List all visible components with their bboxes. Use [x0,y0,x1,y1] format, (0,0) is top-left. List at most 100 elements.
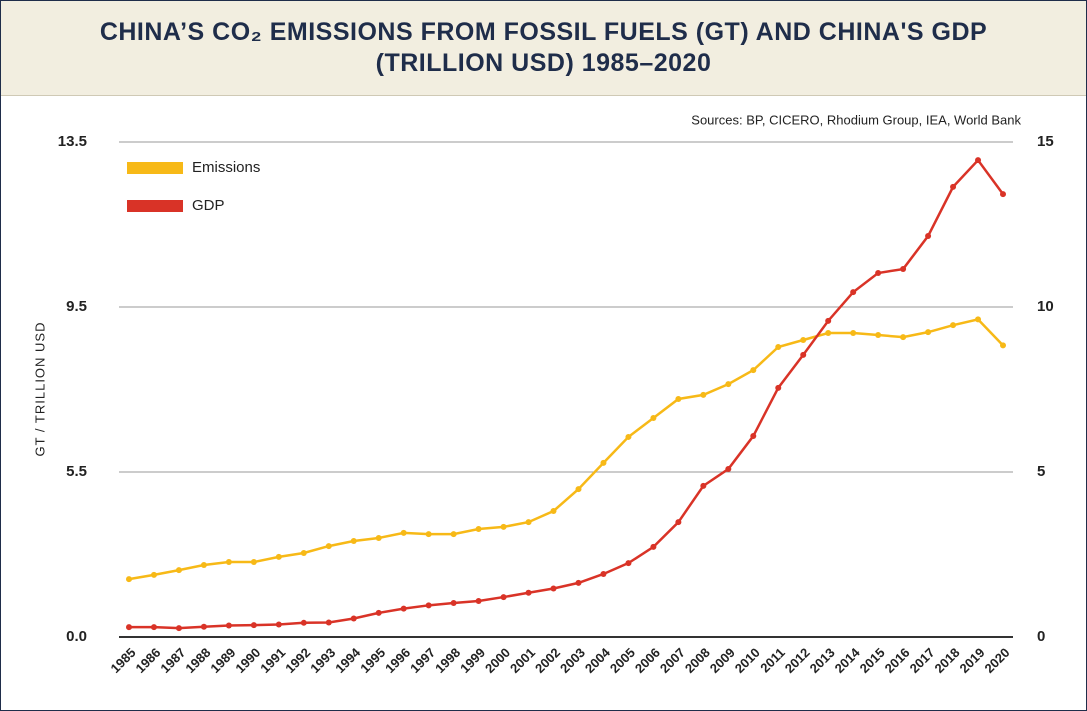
x-tick-label: 2000 [482,645,513,676]
point [725,466,732,473]
y-tick-label: 9.5 [66,298,87,315]
point [425,531,432,538]
x-tick-label: 1994 [332,644,364,676]
point [475,598,482,605]
x-tick-label: 2015 [857,645,888,676]
point [775,384,782,391]
point [750,433,757,440]
x-tick-label: 2001 [507,645,538,676]
point [325,619,332,626]
y-axis-label: GT / TRILLION USD [32,322,47,457]
x-tick-label: 1998 [432,645,463,676]
x-tick-label: 2018 [932,645,963,676]
point [650,543,657,550]
x-tick-label: 1996 [382,645,413,676]
point [375,535,382,541]
x-tick-label: 2011 [757,645,788,676]
point [625,433,632,440]
point [400,605,407,612]
x-tick-label: 1988 [182,645,213,676]
point [975,316,982,323]
x-tick-label: 2017 [907,645,938,676]
legend-label: GDP [192,197,225,214]
x-tick-label: 1987 [157,645,188,676]
point [600,570,607,577]
point [350,615,357,622]
y2-tick-label: 10 [1037,298,1054,315]
x-tick-label: 2007 [657,645,688,676]
legend-label: Emissions [192,159,260,176]
point [225,559,232,565]
point [525,519,532,526]
y2-tick-label: 5 [1037,463,1045,480]
x-tick-label: 2006 [632,645,663,676]
y2-tick-label: 15 [1037,133,1054,150]
point [825,329,832,336]
point [450,531,457,538]
point [800,351,807,358]
point [550,508,557,514]
x-tick-label: 2002 [532,645,563,676]
x-tick-label: 2014 [832,644,864,676]
point [550,585,557,592]
point [250,559,257,565]
point [1000,342,1006,349]
point [425,602,432,609]
x-tick-label: 2009 [707,645,738,676]
series-line [129,158,1005,630]
point [275,621,282,628]
point [375,609,382,616]
point [126,576,132,583]
point [525,589,532,596]
point [950,322,957,329]
point [200,562,207,568]
point [200,623,207,630]
source: Sources: BP, CICERO, Rhodium Group, IEA,… [691,112,1021,127]
point [825,317,832,324]
point [950,183,957,190]
x-tick-label: 2012 [782,645,813,676]
point [300,619,307,626]
point [975,157,982,164]
x-tick-label: 2005 [607,645,638,676]
point [500,523,507,530]
legend-swatch [127,200,183,212]
x-tick-label: 2004 [582,644,614,676]
x-tick-label: 1989 [207,645,238,676]
point [450,600,457,607]
point [750,367,757,374]
x-tick-label: 1999 [457,645,488,676]
point [1000,191,1006,198]
point [900,266,907,273]
point [700,482,707,489]
point [725,381,732,388]
x-tick-label: 1990 [232,645,263,676]
point [500,594,507,601]
x-tick-label: 2008 [682,645,713,676]
point [600,459,607,466]
x-tick-label: 2019 [957,645,988,676]
point [150,624,157,631]
point [850,329,857,336]
x-tick-label: 2010 [732,645,763,676]
point [675,395,682,402]
x-tick-label: 1986 [132,645,163,676]
point [875,332,882,339]
point [225,622,232,629]
x-tick-label: 2020 [981,645,1012,676]
point [925,329,932,336]
point [700,391,707,398]
x-tick-label: 1993 [307,645,338,676]
point [850,289,857,296]
header: CHINA’S CO₂ EMISSIONS FROM FOSSIL FUELS … [1,1,1086,96]
point [625,560,632,567]
point [400,529,407,536]
point [775,344,782,351]
x-tick-label: 2016 [882,645,913,676]
point [150,571,157,578]
point [275,553,282,560]
y-tick-label: 0.0 [66,628,87,645]
point [475,526,482,532]
